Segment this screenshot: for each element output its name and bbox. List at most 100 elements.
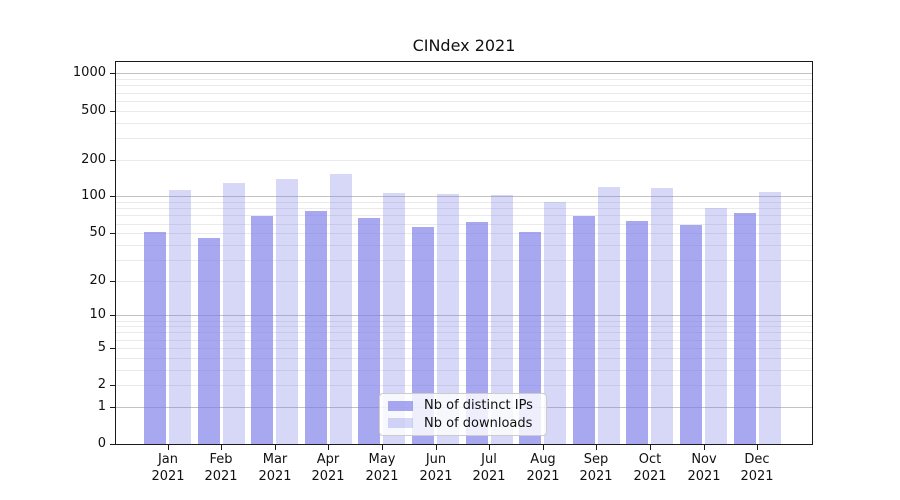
xtick-label-oct: Oct 2021 (633, 452, 667, 484)
ytick-mark-100 (110, 196, 115, 197)
xtick-mark-nov (704, 445, 705, 450)
bar-downloads-nov (705, 208, 727, 444)
xtick-label-jan: Jan 2021 (151, 452, 185, 484)
ytick-label-50: 50 (89, 225, 106, 240)
gridline-300 (116, 138, 812, 139)
xtick-label-mar: Mar 2021 (258, 452, 292, 484)
gridline-400 (116, 123, 812, 124)
bar-downloads-sep (598, 187, 620, 444)
bar-distinct-ips-jul (466, 222, 488, 444)
ytick-label-20: 20 (89, 273, 106, 288)
bar-distinct-ips-dec (734, 213, 756, 444)
ytick-label-500: 500 (81, 103, 106, 118)
xtick-label-apr: Apr 2021 (311, 452, 345, 484)
gridline-900 (116, 79, 812, 80)
chart-title: CINdex 2021 (412, 36, 516, 55)
ytick-mark-5 (110, 348, 115, 349)
ytick-mark-0 (110, 444, 115, 445)
gridline-20 (116, 281, 812, 282)
bar-distinct-ips-jun (412, 227, 434, 444)
bar-downloads-jul (491, 195, 513, 444)
bar-downloads-jun (437, 194, 459, 444)
xtick-label-sep: Sep 2021 (579, 452, 613, 484)
gridline-500 (116, 111, 812, 112)
ytick-label-200: 200 (81, 152, 106, 167)
bar-distinct-ips-sep (573, 216, 595, 444)
gridline-1000 (116, 73, 812, 74)
xtick-mark-oct (650, 445, 651, 450)
legend-swatch-distinct-ips (388, 400, 413, 411)
bar-distinct-ips-nov (680, 225, 702, 444)
ytick-label-0: 0 (97, 436, 106, 451)
bar-downloads-oct (651, 188, 673, 444)
ytick-label-1000: 1000 (72, 65, 106, 80)
gridline-100 (116, 196, 812, 197)
legend: Nb of distinct IPs Nb of downloads (379, 393, 547, 436)
gridline-90 (116, 202, 812, 203)
ytick-label-2: 2 (97, 377, 106, 392)
xtick-label-feb: Feb 2021 (204, 452, 238, 484)
xtick-mark-apr (328, 445, 329, 450)
legend-label-downloads: Nb of downloads (424, 415, 533, 431)
gridline-700 (116, 93, 812, 94)
xtick-mark-jan (168, 445, 169, 450)
ytick-mark-20 (110, 281, 115, 282)
xtick-mark-jul (489, 445, 490, 450)
ytick-label-5: 5 (97, 340, 106, 355)
gridline-40 (116, 245, 812, 246)
ytick-mark-200 (110, 160, 115, 161)
ytick-label-100: 100 (81, 188, 106, 203)
xtick-mark-aug (543, 445, 544, 450)
legend-swatch-downloads (388, 418, 413, 429)
gridline-5 (116, 348, 812, 349)
gridline-3 (116, 370, 812, 371)
legend-item-distinct-ips: Nb of distinct IPs (388, 398, 538, 413)
xtick-mark-dec (757, 445, 758, 450)
gridline-8 (116, 326, 812, 327)
gridline-10 (116, 315, 812, 316)
bar-downloads-apr (330, 174, 352, 444)
bar-downloads-jan (169, 190, 191, 444)
gridline-30 (116, 260, 812, 261)
gridline-6 (116, 340, 812, 341)
ytick-mark-1000 (110, 73, 115, 74)
ytick-mark-50 (110, 233, 115, 234)
xtick-mark-mar (275, 445, 276, 450)
gridline-600 (116, 101, 812, 102)
xtick-label-nov: Nov 2021 (687, 452, 721, 484)
xtick-mark-jun (436, 445, 437, 450)
plot-area (115, 61, 813, 445)
bar-downloads-mar (276, 179, 298, 444)
ytick-mark-10 (110, 315, 115, 316)
xtick-label-may: May 2021 (365, 452, 399, 484)
xtick-mark-sep (596, 445, 597, 450)
bar-downloads-aug (544, 202, 566, 444)
gridline-50 (116, 233, 812, 234)
bar-distinct-ips-oct (626, 221, 648, 444)
bar-distinct-ips-mar (251, 216, 273, 444)
bar-distinct-ips-aug (519, 232, 541, 444)
bar-downloads-feb (223, 183, 245, 444)
xtick-label-jul: Jul 2021 (472, 452, 506, 484)
ytick-label-10: 10 (89, 307, 106, 322)
xtick-mark-feb (221, 445, 222, 450)
bar-distinct-ips-jan (144, 232, 166, 444)
xtick-label-jun: Jun 2021 (419, 452, 453, 484)
xtick-label-dec: Dec 2021 (740, 452, 774, 484)
ytick-label-1: 1 (97, 399, 106, 414)
ytick-mark-1 (110, 407, 115, 408)
gridline-200 (116, 160, 812, 161)
gridline-800 (116, 85, 812, 86)
ytick-mark-2 (110, 385, 115, 386)
gridline-60 (116, 224, 812, 225)
bar-distinct-ips-may (358, 218, 380, 444)
gridline-2 (116, 385, 812, 386)
xtick-mark-may (382, 445, 383, 450)
gridline-7 (116, 332, 812, 333)
bar-distinct-ips-apr (305, 211, 327, 444)
gridline-80 (116, 208, 812, 209)
legend-label-distinct-ips: Nb of distinct IPs (424, 398, 533, 414)
gridline-4 (116, 358, 812, 359)
bar-downloads-may (383, 193, 405, 444)
legend-item-downloads: Nb of downloads (388, 416, 538, 431)
